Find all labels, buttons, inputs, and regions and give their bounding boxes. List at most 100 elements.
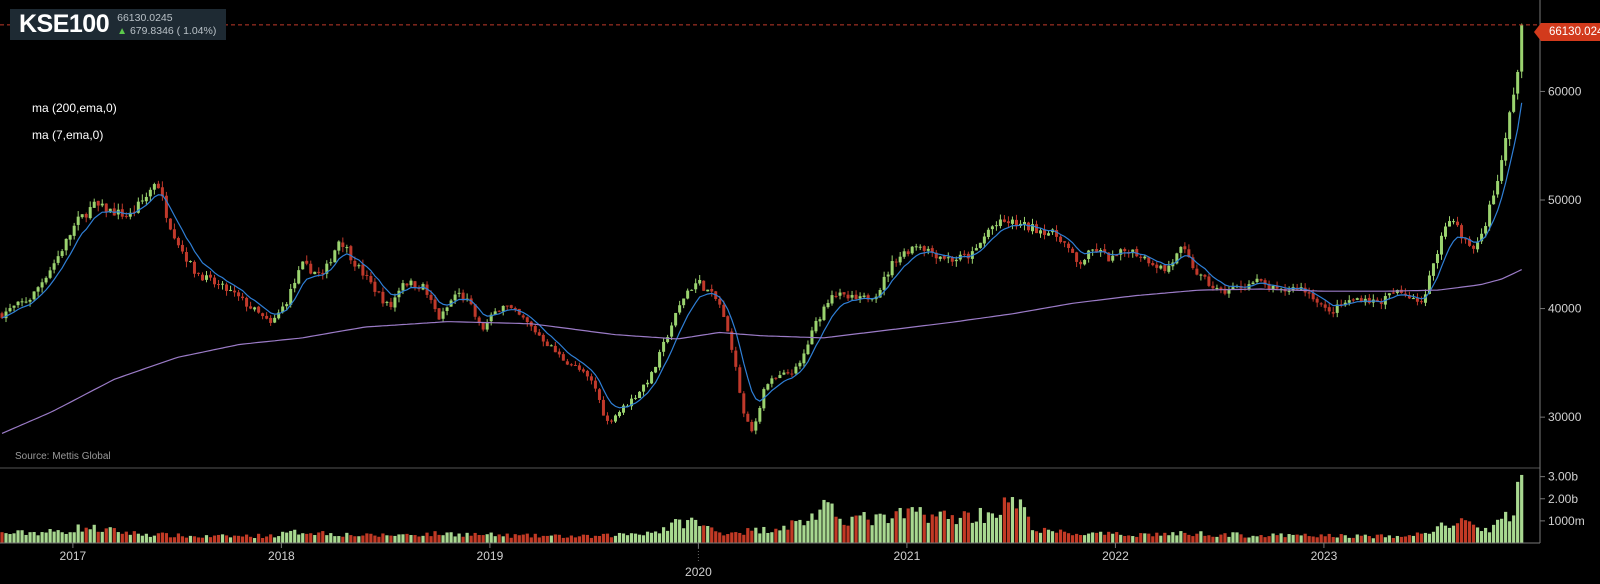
candle-body	[914, 246, 918, 248]
volume-bar	[40, 532, 44, 543]
volume-bar	[345, 532, 349, 543]
candle-body	[834, 295, 838, 297]
candle-body	[188, 261, 192, 263]
volume-bar	[1267, 536, 1271, 543]
volume-bar	[1496, 519, 1500, 543]
candle-body	[986, 229, 990, 237]
candle-body	[1327, 307, 1331, 312]
ma200-line	[1, 269, 1522, 434]
volume-bar	[429, 536, 433, 543]
candle-body	[249, 306, 253, 309]
ticker-info: 66130.0245 ▲ 679.8346 ( 1.04%)	[117, 12, 216, 38]
indicator-ma7-label[interactable]: ma (7,ema,0)	[32, 128, 104, 142]
volume-bar	[265, 536, 269, 543]
volume-bar	[409, 535, 413, 543]
volume-bar	[978, 507, 982, 543]
candle-body	[184, 252, 188, 262]
candle-body	[666, 337, 670, 343]
volume-bar	[682, 528, 686, 543]
candle-body	[1179, 246, 1183, 253]
candle-body	[1504, 138, 1508, 161]
candle-body	[309, 263, 313, 274]
volume-bar	[1512, 515, 1516, 543]
volume-bar	[702, 525, 706, 543]
candle-body	[473, 304, 477, 317]
volume-bar	[986, 512, 990, 543]
candle-body	[1355, 298, 1359, 300]
candle-body	[930, 248, 934, 253]
volume-bar	[1492, 524, 1496, 543]
ticker-header: KSE100 66130.0245 ▲ 679.8346 ( 1.04%)	[10, 9, 226, 40]
candle-body	[1323, 304, 1327, 308]
candle-body	[862, 295, 866, 297]
volume-bar	[1026, 516, 1031, 543]
volume-bar	[750, 530, 754, 543]
volume-bar	[874, 514, 878, 543]
candle-body	[1091, 249, 1095, 251]
candle-body	[44, 277, 48, 283]
volume-bar	[1251, 535, 1255, 543]
candle-body	[305, 260, 309, 264]
volume-bar	[148, 536, 152, 543]
volume-bar	[244, 534, 249, 543]
volume-tick-label: 3.00b	[1548, 470, 1578, 484]
volume-bar	[902, 518, 906, 543]
candle-body	[854, 294, 858, 299]
volume-bar	[164, 533, 168, 543]
volume-bar	[910, 507, 914, 543]
candle-body	[168, 218, 172, 230]
volume-bar	[862, 512, 866, 543]
volume-bar	[425, 532, 429, 543]
candle-body	[678, 305, 682, 313]
volume-bar	[553, 534, 557, 543]
volume-bar	[826, 502, 830, 543]
volume-bar	[1395, 535, 1399, 543]
candle-body	[196, 272, 200, 274]
candle-body	[1439, 235, 1443, 255]
candle-body	[108, 208, 112, 213]
volume-bar	[373, 535, 377, 543]
volume-bar	[942, 510, 946, 543]
volume-bar	[890, 518, 894, 543]
candle-body	[646, 382, 650, 385]
candle-body	[998, 219, 1002, 227]
candle-body	[209, 274, 213, 278]
candle-body	[485, 321, 489, 330]
candle-body	[297, 270, 301, 284]
volume-bar	[1014, 508, 1019, 543]
volume-bar	[1002, 497, 1007, 543]
volume-bar	[914, 511, 918, 543]
volume-bar	[958, 517, 962, 543]
volume-bar	[994, 517, 999, 543]
candle-body	[1443, 226, 1447, 237]
volume-bar	[417, 536, 421, 543]
candle-body	[1223, 288, 1227, 294]
candle-body	[389, 301, 393, 308]
ma7-line	[1, 102, 1523, 409]
volume-bar	[834, 516, 838, 543]
volume-bar	[1343, 535, 1347, 543]
candle-body	[1251, 282, 1255, 285]
candle-body	[88, 207, 92, 219]
candle-body	[237, 292, 241, 297]
volume-bar	[954, 524, 958, 543]
candle-body	[401, 283, 405, 291]
candle-body	[1095, 248, 1099, 253]
candle-body	[1006, 221, 1010, 224]
candle-body	[1163, 265, 1167, 272]
volume-bar	[80, 531, 84, 543]
candle-body	[605, 415, 609, 421]
volume-bar	[1091, 532, 1095, 543]
candle-body	[4, 311, 8, 319]
volume-bar	[946, 518, 950, 543]
volume-bar	[401, 534, 405, 543]
volume-bar	[461, 536, 465, 543]
candle-body	[814, 320, 818, 332]
volume-bar	[934, 516, 938, 543]
candle-body	[858, 296, 862, 299]
volume-bar	[529, 537, 533, 543]
candle-body	[1427, 275, 1431, 294]
indicator-ma200-label[interactable]: ma (200,ema,0)	[32, 101, 117, 115]
candle-body	[225, 284, 229, 291]
